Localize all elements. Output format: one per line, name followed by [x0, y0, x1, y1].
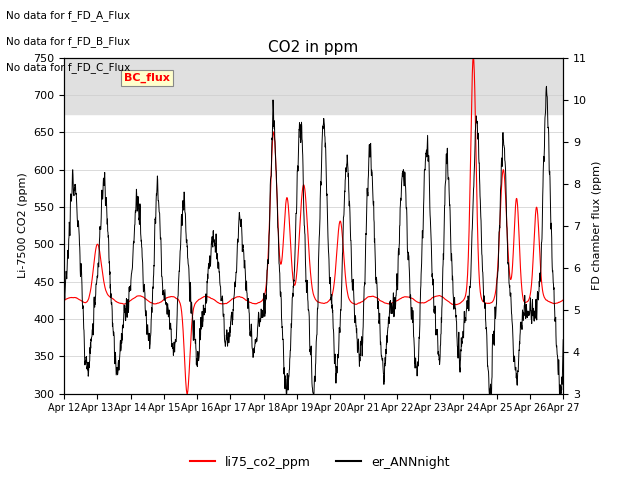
Text: No data for f_FD_A_Flux: No data for f_FD_A_Flux: [6, 10, 131, 21]
Y-axis label: FD chamber flux (ppm): FD chamber flux (ppm): [593, 161, 602, 290]
Bar: [64, 58, 563, 114]
Title: CO2 in ppm: CO2 in ppm: [268, 40, 359, 55]
Text: BC_flux: BC_flux: [124, 73, 170, 84]
Text: No data for f_FD_B_Flux: No data for f_FD_B_Flux: [6, 36, 131, 47]
Legend: li75_co2_ppm, er_ANNnight: li75_co2_ppm, er_ANNnight: [186, 451, 454, 474]
Y-axis label: Li-7500 CO2 (ppm): Li-7500 CO2 (ppm): [17, 173, 28, 278]
Text: No data for f_FD_C_Flux: No data for f_FD_C_Flux: [6, 62, 131, 73]
